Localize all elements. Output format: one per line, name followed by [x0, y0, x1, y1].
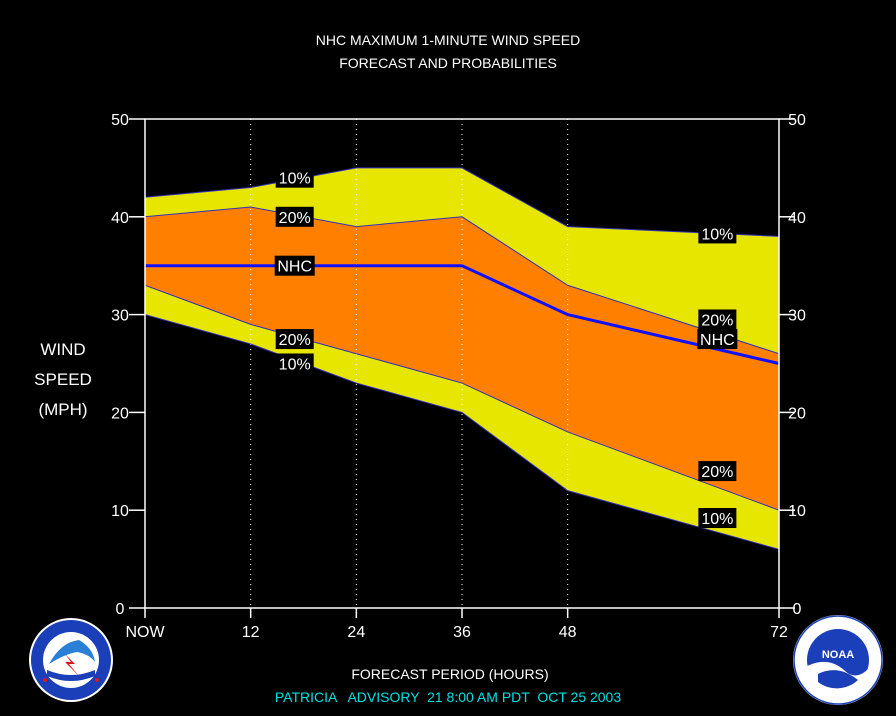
boundary-line-1 — [144, 206, 780, 355]
y-tick-label-left-20: 20 — [111, 405, 129, 422]
y-tick-label-right-40: 40 — [788, 210, 806, 227]
series-label-box-0 — [275, 167, 314, 188]
y-tick-label-left-10: 10 — [111, 503, 129, 520]
series-label-box-4 — [275, 353, 314, 374]
y-tick-label-right-20: 20 — [788, 405, 806, 422]
y-tick-label-right-30: 30 — [788, 308, 806, 325]
series-label-box-8 — [698, 461, 737, 482]
series-label-box-6 — [698, 309, 737, 330]
x-tick-label-now: NOW — [125, 624, 165, 641]
x-tick-label-36: 36 — [453, 624, 471, 641]
series-label-1: 20% — [279, 210, 311, 227]
x-tick-label-72: 72 — [770, 624, 788, 641]
x-tick-label-24: 24 — [347, 624, 365, 641]
nws-logo — [29, 618, 113, 702]
series-label-box-5 — [698, 223, 737, 244]
y-tick-label-left-50: 50 — [111, 112, 129, 129]
y-tick-label-right-50: 50 — [788, 112, 806, 129]
series-label-box-3 — [275, 329, 314, 350]
noaa-logo-text: NOAA — [822, 649, 854, 661]
series-label-2: NHC — [277, 259, 312, 276]
y-axis-label-line-2: SPEED — [34, 370, 92, 389]
y-tick-label-right-0: 0 — [793, 601, 802, 618]
series-label-0: 10% — [279, 171, 311, 188]
series-label-9: 10% — [701, 511, 733, 528]
x-axis-label: FORECAST PERIOD (HOURS) — [351, 666, 548, 682]
chart-subtitle: FORECAST AND PROBABILITIES — [339, 55, 557, 71]
series-label-4: 10% — [279, 357, 311, 374]
series-label-8: 20% — [701, 464, 733, 481]
nhc-forecast-line — [145, 264, 780, 365]
series-label-box-2 — [274, 255, 315, 276]
plot-area: 0 0 10 10 20 20 30 30 40 40 50 50 NOW 12 24 36 48 72 10% 20… — [111, 112, 806, 641]
y-tick-label-right-10: 10 — [788, 503, 806, 520]
y-axis-label-line-1: WIND — [40, 340, 85, 359]
band-20-percent — [145, 207, 779, 511]
series-label-box-1 — [275, 206, 314, 227]
series-label-3: 20% — [279, 332, 311, 349]
advisory-footer: PATRICIA ADVISORY 21 8:00 AM PDT OCT 25 … — [275, 689, 621, 705]
boundary-line-3 — [144, 284, 780, 511]
x-tick-label-48: 48 — [559, 624, 577, 641]
y-tick-label-left-30: 30 — [111, 308, 129, 325]
y-tick-label-left-0: 0 — [116, 601, 125, 618]
series-label-box-7 — [697, 329, 738, 350]
chart-title: NHC MAXIMUM 1-MINUTE WIND SPEED — [316, 32, 580, 48]
y-tick-label-left-40: 40 — [111, 210, 129, 227]
x-tick-label-12: 12 — [242, 624, 260, 641]
boundary-line-4 — [144, 314, 780, 550]
boundary-line-0 — [144, 167, 780, 237]
series-label-box-9 — [698, 508, 737, 529]
series-label-7: NHC — [700, 332, 735, 349]
noaa-logo: NOAA — [793, 615, 883, 705]
series-label-5: 10% — [701, 226, 733, 243]
y-axis-label-line-3: (MPH) — [38, 400, 87, 419]
series-label-6: 20% — [701, 312, 733, 329]
